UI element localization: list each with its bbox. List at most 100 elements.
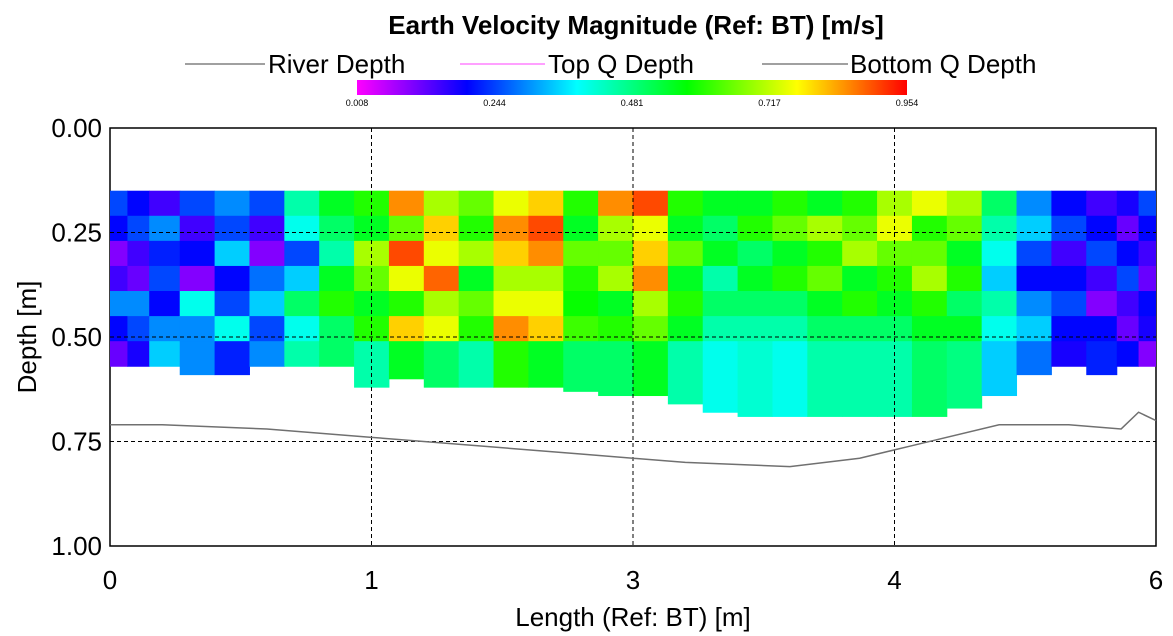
velocity-cell xyxy=(1051,265,1087,292)
legend: River Depth Top Q Depth Bottom Q Depth xyxy=(185,49,1036,79)
y-tick-label: 0.75 xyxy=(51,427,102,457)
velocity-cell xyxy=(598,316,634,342)
velocity-cell xyxy=(702,240,739,267)
velocity-cell xyxy=(214,240,250,267)
velocity-cell xyxy=(633,291,669,317)
velocity-cell xyxy=(284,215,320,242)
velocity-cell xyxy=(946,316,983,342)
velocity-cell xyxy=(249,291,285,317)
velocity-cell xyxy=(807,265,843,292)
velocity-cell xyxy=(981,341,1018,397)
velocity-cell xyxy=(388,240,425,267)
velocity-cell xyxy=(1016,341,1052,376)
velocity-cell xyxy=(702,341,739,413)
velocity-cell xyxy=(911,215,948,242)
velocity-cell xyxy=(149,316,181,342)
velocity-cell xyxy=(249,190,285,217)
velocity-cell xyxy=(1051,240,1087,267)
velocity-cell xyxy=(458,240,495,267)
velocity-cell xyxy=(981,215,1018,242)
velocity-cell xyxy=(127,291,150,317)
velocity-cell xyxy=(667,291,704,317)
river-depth-line xyxy=(110,411,1157,468)
velocity-cell xyxy=(946,190,983,217)
velocity-cell xyxy=(249,316,285,342)
velocity-cell xyxy=(388,316,425,342)
velocity-cell xyxy=(737,341,773,417)
y-tick-label: 0.25 xyxy=(51,218,102,248)
y-tick-labels: 0.00 0.25 0.50 0.75 1.00 xyxy=(51,113,102,561)
velocity-cell xyxy=(493,215,529,242)
colorbar-tick-label: 0.481 xyxy=(621,98,644,108)
velocity-cell xyxy=(702,190,739,217)
velocity-cell xyxy=(807,190,843,217)
velocity-cell xyxy=(772,215,808,242)
velocity-cell xyxy=(284,341,320,367)
velocity-cell xyxy=(563,341,599,392)
legend-bottom-q-depth-label: Bottom Q Depth xyxy=(850,49,1036,79)
colorbar-tick-label: 0.954 xyxy=(896,98,919,108)
velocity-cell xyxy=(563,316,599,342)
velocity-cell xyxy=(423,341,460,388)
velocity-cell xyxy=(633,316,669,342)
velocity-cell xyxy=(772,240,808,267)
velocity-cells xyxy=(110,190,1156,417)
velocity-cell xyxy=(702,215,739,242)
velocity-cell xyxy=(737,291,773,317)
velocity-cell xyxy=(842,316,878,342)
velocity-cell xyxy=(1051,190,1087,217)
velocity-cell xyxy=(1051,316,1087,342)
legend-top-q-depth-label: Top Q Depth xyxy=(548,49,694,79)
velocity-cell xyxy=(149,265,181,292)
x-tick-label: 0 xyxy=(103,565,117,595)
x-tick-labels: 0 1 3 4 6 xyxy=(103,565,1163,595)
velocity-cell xyxy=(1016,265,1052,292)
velocity-cell xyxy=(493,316,529,342)
velocity-cell xyxy=(179,316,216,342)
velocity-cell xyxy=(493,291,529,317)
velocity-cell xyxy=(598,190,634,217)
velocity-cell xyxy=(214,190,250,217)
velocity-cell xyxy=(737,215,773,242)
velocity-cell xyxy=(1086,190,1118,217)
velocity-cell xyxy=(249,265,285,292)
velocity-cell xyxy=(702,316,739,342)
x-tick-label: 1 xyxy=(364,565,378,595)
velocity-cell xyxy=(1138,316,1156,342)
velocity-cell xyxy=(911,190,948,217)
x-axis-title: Length (Ref: BT) [m] xyxy=(515,602,751,632)
velocity-cell xyxy=(319,190,355,217)
velocity-cell xyxy=(807,291,843,317)
velocity-cell xyxy=(179,265,216,292)
velocity-cell xyxy=(528,190,564,217)
velocity-cell xyxy=(1138,215,1156,242)
velocity-cell xyxy=(1086,240,1118,267)
velocity-cell xyxy=(598,265,634,292)
velocity-cell xyxy=(149,240,181,267)
velocity-cell xyxy=(633,341,669,397)
velocity-cell xyxy=(110,215,128,242)
velocity-cell xyxy=(842,291,878,317)
y-axis-title: Depth [m] xyxy=(12,281,42,394)
velocity-cell xyxy=(284,190,320,217)
legend-river-depth-label: River Depth xyxy=(268,49,405,79)
velocity-cell xyxy=(458,215,495,242)
x-tick-label: 6 xyxy=(1149,565,1163,595)
velocity-cell xyxy=(667,316,704,342)
velocity-cell xyxy=(807,341,843,417)
velocity-cell xyxy=(1086,215,1118,242)
velocity-cell xyxy=(1138,341,1156,367)
velocity-cell xyxy=(1116,215,1140,242)
velocity-cell xyxy=(772,265,808,292)
velocity-cell xyxy=(423,190,460,217)
velocity-cell xyxy=(110,190,128,217)
velocity-cell xyxy=(493,341,529,388)
velocity-cell xyxy=(946,215,983,242)
velocity-cell xyxy=(423,240,460,267)
velocity-cell xyxy=(737,316,773,342)
velocity-cell xyxy=(388,215,425,242)
velocity-cell xyxy=(911,316,948,342)
velocity-cell xyxy=(127,316,150,342)
velocity-cell xyxy=(667,190,704,217)
velocity-cell xyxy=(127,240,150,267)
